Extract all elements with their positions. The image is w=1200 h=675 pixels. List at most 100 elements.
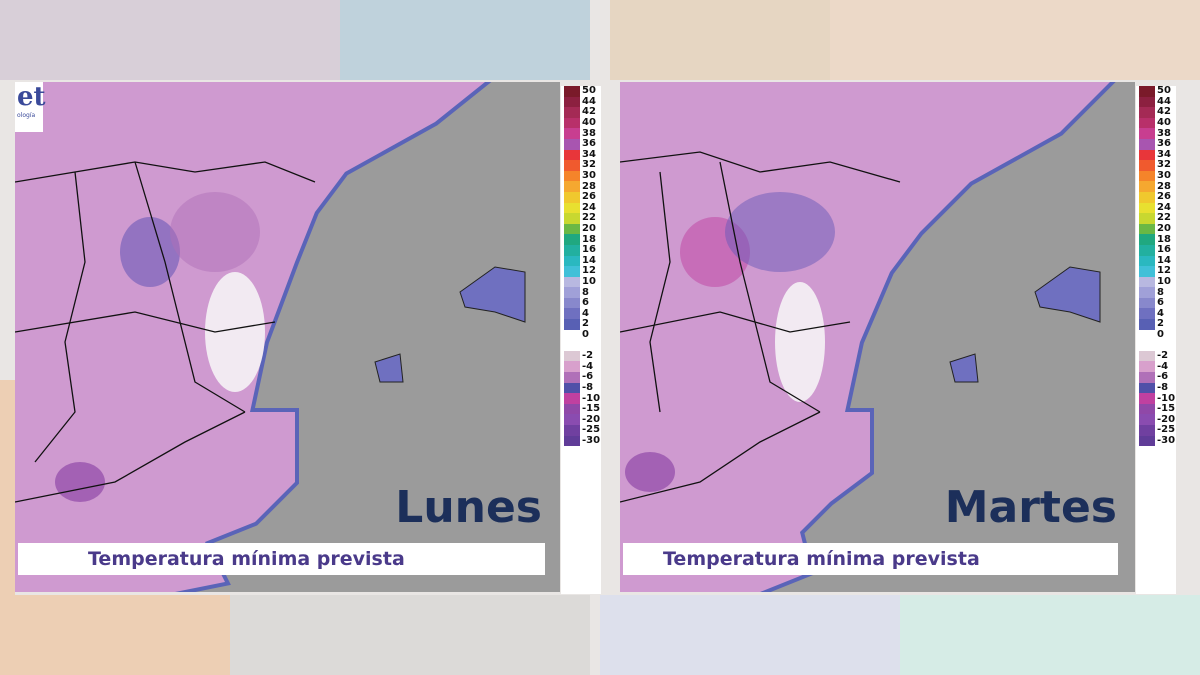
legend-entry: -6 — [561, 372, 601, 383]
legend-entry: 40 — [1136, 118, 1176, 129]
legend-swatch — [1139, 255, 1155, 267]
legend-label: 18 — [1157, 233, 1171, 245]
legend-label: 42 — [1157, 106, 1171, 118]
legend-swatch — [1139, 234, 1155, 245]
legend-label: -20 — [582, 413, 601, 425]
legend-entry: 12 — [1136, 266, 1176, 277]
legend-label: 0 — [1157, 328, 1164, 340]
legend-entry: 8 — [561, 287, 601, 298]
legend-entry: 22 — [1136, 213, 1176, 224]
legend-label: 14 — [1157, 254, 1171, 266]
legend-label: 26 — [1157, 191, 1171, 203]
legend-entry: 34 — [1136, 148, 1176, 161]
legend-label: 6 — [1157, 297, 1164, 309]
legend-entry: 44 — [561, 95, 601, 108]
logo-subtext: ología — [17, 112, 36, 119]
legend-entry: 36 — [1136, 139, 1176, 150]
map-land — [620, 82, 1116, 592]
legend-entry: 44 — [1136, 95, 1176, 108]
legend-label: 4 — [582, 307, 589, 319]
legend-swatch — [564, 107, 580, 118]
legend-label: 28 — [1157, 180, 1171, 192]
legend-entry: -10 — [561, 393, 601, 404]
legend-entry: -2 — [561, 351, 601, 362]
legend-entry: -6 — [1136, 372, 1176, 383]
legend-label: 20 — [1157, 223, 1171, 235]
legend-label: 42 — [582, 106, 596, 118]
legend-swatch — [1139, 191, 1155, 203]
legend-swatch — [564, 329, 580, 341]
legend-swatch — [1139, 382, 1155, 394]
legend-label: 30 — [1157, 170, 1171, 182]
legend-entry: 24 — [561, 202, 601, 214]
legend-swatch — [564, 86, 580, 97]
legend-entry: 16 — [1136, 245, 1176, 256]
legend-label: 44 — [1157, 95, 1171, 107]
legend-label: 30 — [582, 170, 596, 182]
legend-swatch — [564, 276, 580, 288]
map-panel-lunes: et ología Lunes Temperatura mínima previs… — [15, 82, 560, 592]
legend-entry: 32 — [561, 160, 601, 171]
legend-label: 22 — [582, 212, 596, 224]
legend-swatch — [1139, 86, 1155, 97]
temperature-legend: 50 44 42 40 38 36 34 32 30 28 26 24 22 20 18 16 14 12 10 8 6… — [1136, 86, 1176, 594]
legend-label: 16 — [582, 244, 596, 256]
temperature-legend: 50 44 42 40 38 36 34 32 30 28 26 24 22 20 18 16 14 12 10 8 6… — [561, 86, 601, 594]
legend-swatch — [1139, 350, 1155, 362]
legend-label: -6 — [582, 371, 594, 383]
legend-entry: -30 — [1136, 435, 1176, 447]
legend-label: 12 — [582, 265, 596, 277]
legend-entry: 14 — [1136, 254, 1176, 267]
legend-swatch — [564, 382, 580, 394]
legend-entry: 4 — [561, 307, 601, 320]
legend-swatch — [1139, 170, 1155, 182]
legend-label: 50 — [1157, 85, 1171, 97]
legend-label: 40 — [1157, 117, 1171, 129]
logo-text: et — [17, 82, 46, 112]
legend-label: 2 — [1157, 318, 1164, 330]
legend-label: 12 — [1157, 265, 1171, 277]
legend-swatch — [1139, 244, 1155, 256]
day-label: Martes — [944, 482, 1117, 533]
legend-label: -10 — [1157, 392, 1176, 404]
legend-entry: 38 — [1136, 128, 1176, 139]
legend-swatch — [564, 96, 580, 108]
legend-swatch — [564, 234, 580, 245]
legend-label: 16 — [1157, 244, 1171, 256]
legend-swatch — [1139, 276, 1155, 288]
legend-label: 6 — [582, 297, 589, 309]
legend-label: -8 — [1157, 381, 1169, 393]
legend-entry: -10 — [1136, 393, 1176, 404]
legend-entry: 0 — [561, 328, 601, 341]
legend-swatch — [1139, 117, 1155, 129]
legend-entry: 28 — [561, 181, 601, 192]
legend-label: -20 — [1157, 413, 1176, 425]
legend-label: 34 — [582, 148, 596, 160]
legend-label: 20 — [582, 223, 596, 235]
legend-swatch — [564, 340, 580, 351]
legend-entry: 34 — [561, 148, 601, 161]
legend-label: 14 — [582, 254, 596, 266]
legend-swatch — [564, 361, 580, 373]
legend-swatch — [1139, 138, 1155, 150]
legend-label: 0 — [582, 328, 589, 340]
legend-entry: 40 — [561, 118, 601, 129]
legend-swatch — [564, 297, 580, 309]
legend-swatch — [564, 393, 580, 404]
legend-swatch — [1139, 107, 1155, 118]
legend-swatch — [564, 117, 580, 129]
legend-label: -2 — [1157, 350, 1169, 362]
legend-label: 8 — [582, 286, 589, 298]
legend-swatch — [564, 128, 580, 139]
legend-label: 34 — [1157, 148, 1171, 160]
legend-entry: 50 — [561, 86, 601, 97]
legend-swatch — [564, 202, 580, 214]
legend-entry: -4 — [1136, 361, 1176, 373]
legend-label: 32 — [1157, 159, 1171, 171]
legend-swatch — [564, 266, 580, 277]
legend-label: 44 — [582, 95, 596, 107]
legend-swatch — [564, 170, 580, 182]
legend-swatch — [564, 191, 580, 203]
legend-entry: 2 — [561, 319, 601, 330]
legend-swatch — [1139, 372, 1155, 383]
